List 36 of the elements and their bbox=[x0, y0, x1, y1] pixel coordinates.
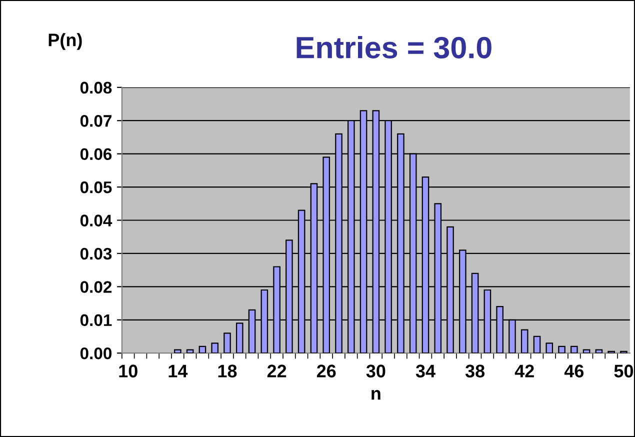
x-tick-label: 46 bbox=[564, 364, 584, 378]
bar bbox=[211, 342, 218, 354]
x-tick-label: 26 bbox=[316, 364, 336, 378]
bar bbox=[595, 349, 603, 354]
x-tick-label: 50 bbox=[614, 364, 634, 378]
y-tick-label: 0.03 bbox=[80, 248, 112, 260]
bar bbox=[198, 346, 206, 354]
bar bbox=[236, 322, 244, 354]
bar bbox=[186, 349, 194, 354]
bar bbox=[546, 342, 554, 354]
y-axis-title: P(n) bbox=[48, 33, 82, 50]
x-tick-label: 38 bbox=[465, 364, 485, 378]
x-axis-title: n bbox=[372, 390, 380, 400]
y-tick-label: 0.08 bbox=[80, 82, 112, 94]
x-tick-label: 10 bbox=[119, 364, 138, 378]
y-tick-label: 0.07 bbox=[80, 115, 112, 127]
x-tick-label: 34 bbox=[416, 364, 436, 378]
bar bbox=[570, 346, 578, 354]
y-tick-label: 0.05 bbox=[80, 181, 112, 194]
x-tick-label: 22 bbox=[267, 364, 286, 378]
y-tick-label: 0.02 bbox=[80, 281, 112, 293]
y-tick-label: 0.00 bbox=[80, 347, 112, 360]
y-tick-label: 0.01 bbox=[80, 314, 112, 326]
y-tick-label: 0.04 bbox=[80, 214, 112, 226]
x-tick-label: 30 bbox=[366, 364, 386, 378]
bar bbox=[533, 336, 541, 354]
bar bbox=[582, 349, 590, 354]
y-tick-label: 0.06 bbox=[80, 148, 112, 160]
bar bbox=[520, 329, 528, 354]
bar bbox=[224, 332, 231, 354]
x-tick-label: 18 bbox=[218, 364, 237, 378]
bar bbox=[558, 346, 566, 354]
x-tick-label: 42 bbox=[514, 364, 534, 378]
x-tick-label: 14 bbox=[168, 364, 188, 378]
chart-title: Entries = 30.0 bbox=[296, 36, 492, 58]
bar bbox=[174, 349, 182, 354]
